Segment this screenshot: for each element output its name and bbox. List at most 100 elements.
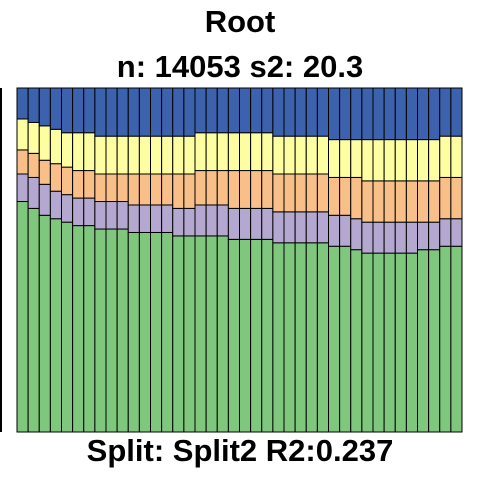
bar-segment-32-3	[372, 139, 385, 182]
bar-segment-10-2	[127, 173, 140, 206]
bar-segment-28-4	[328, 87, 341, 141]
bar-segment-34-1	[394, 221, 407, 254]
bar-segment-3-0	[49, 218, 62, 433]
bar-segment-27-2	[316, 173, 329, 213]
bar-segment-18-4	[216, 87, 229, 134]
bar-segment-5-3	[72, 132, 85, 172]
bar-segment-10-1	[127, 204, 140, 233]
bar-segment-37-4	[428, 87, 441, 141]
bar-segment-11-1	[138, 204, 151, 233]
bar-segment-10-0	[127, 231, 140, 433]
bar-segment-1-4	[27, 87, 40, 123]
bar-segment-8-2	[105, 173, 118, 203]
bar-segment-14-1	[172, 207, 185, 237]
bar-segment-13-0	[161, 231, 174, 433]
bar-segment-38-4	[439, 87, 452, 137]
bar-segment-24-0	[283, 242, 296, 433]
bar-segment-31-4	[361, 87, 374, 141]
bar-segment-26-3	[305, 135, 318, 175]
bar-segment-23-3	[272, 135, 285, 175]
bar-segment-27-3	[316, 135, 329, 175]
bar-segment-24-1	[283, 211, 296, 244]
bar-segment-14-2	[172, 173, 185, 209]
bar-segment-2-1	[38, 183, 51, 216]
bar-segment-26-0	[305, 242, 318, 433]
bar-segment-39-4	[450, 87, 463, 137]
bar-segment-10-3	[127, 135, 140, 175]
bar-segment-4-0	[61, 221, 74, 433]
bar-segment-33-3	[383, 139, 396, 182]
bar-segment-19-1	[227, 207, 240, 240]
bar-segment-8-0	[105, 228, 118, 433]
bar-segment-26-1	[305, 211, 318, 244]
bar-segment-12-0	[150, 231, 163, 433]
bar-segment-31-2	[361, 180, 374, 223]
bar-segment-25-2	[294, 173, 307, 213]
bar-segment-9-2	[116, 173, 129, 203]
bar-segment-12-3	[150, 135, 163, 175]
bar-segment-6-4	[83, 87, 96, 134]
bar-segment-10-4	[127, 87, 140, 137]
bar-segment-34-3	[394, 139, 407, 182]
bar-segment-22-4	[261, 87, 274, 134]
bar-segment-11-4	[138, 87, 151, 137]
bar-segment-15-1	[183, 207, 196, 237]
split-caption: Split: Split2 R2:0.237	[86, 433, 394, 468]
bar-segment-4-4	[61, 87, 74, 134]
bar-segment-17-1	[205, 204, 218, 237]
bar-segment-37-3	[428, 139, 441, 182]
bar-segment-18-3	[216, 132, 229, 172]
bar-segment-33-4	[383, 87, 396, 141]
bar-segment-18-1	[216, 204, 229, 237]
bar-segment-24-4	[283, 87, 296, 137]
bar-segment-22-2	[261, 170, 274, 209]
bar-segment-36-1	[417, 221, 430, 251]
bar-segment-16-4	[194, 87, 207, 134]
bar-segment-29-3	[339, 139, 352, 178]
bar-segment-36-0	[417, 249, 430, 433]
bar-segment-2-2	[38, 159, 51, 185]
bar-segment-30-4	[350, 87, 363, 141]
bar-segment-1-1	[27, 176, 40, 209]
bar-segment-9-4	[116, 87, 129, 137]
bar-segment-0-1	[16, 173, 29, 203]
bar-segment-12-1	[150, 204, 163, 233]
bar-segment-23-0	[272, 242, 285, 433]
bar-segment-33-1	[383, 221, 396, 254]
bar-segment-12-2	[150, 173, 163, 206]
bar-segment-2-3	[38, 125, 51, 161]
bar-segment-37-1	[428, 221, 441, 251]
bar-segment-13-3	[161, 135, 174, 175]
bar-segment-28-3	[328, 139, 341, 178]
bar-segment-15-2	[183, 173, 196, 209]
bar-segment-19-3	[227, 132, 240, 172]
bar-segment-28-1	[328, 214, 341, 247]
bar-segment-22-0	[261, 238, 274, 433]
bar-segment-17-3	[205, 132, 218, 172]
bar-segment-1-3	[27, 121, 40, 154]
bar-segment-1-2	[27, 152, 40, 178]
bar-segment-31-0	[361, 252, 374, 433]
bar-segment-2-4	[38, 87, 51, 127]
bar-segment-22-1	[261, 207, 274, 240]
bar-segment-5-4	[72, 87, 85, 134]
bar-segment-4-3	[61, 132, 74, 168]
bar-segment-20-3	[239, 132, 252, 172]
bar-segment-35-3	[405, 139, 418, 182]
bar-segment-37-2	[428, 180, 441, 223]
bar-segment-39-2	[450, 176, 463, 220]
bar-segment-16-1	[194, 204, 207, 237]
bar-segment-15-4	[183, 87, 196, 137]
chart-subtitle: n: 14053 s2: 20.3	[116, 49, 364, 84]
bar-segment-5-1	[72, 197, 85, 227]
bar-segment-9-0	[116, 228, 129, 433]
bar-segment-38-3	[439, 135, 452, 178]
bar-segment-27-0	[316, 242, 329, 433]
bar-segment-2-0	[38, 214, 51, 433]
bar-segment-16-3	[194, 132, 207, 172]
bar-segment-7-1	[94, 201, 107, 230]
bar-segment-35-1	[405, 221, 418, 254]
bar-segment-25-0	[294, 242, 307, 433]
bar-segment-32-4	[372, 87, 385, 141]
bar-segment-18-2	[216, 170, 229, 206]
